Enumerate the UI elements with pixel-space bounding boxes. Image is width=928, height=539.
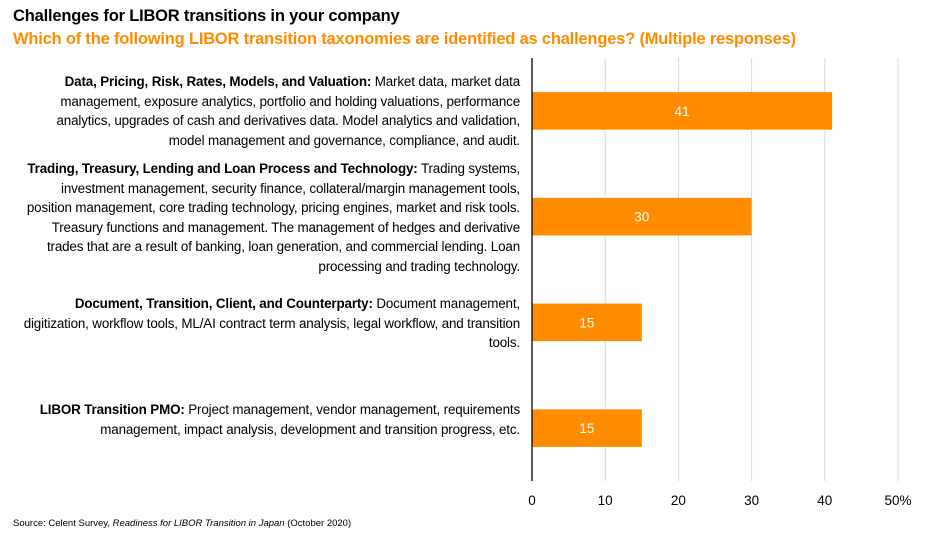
source-title: Readiness for LIBOR Transition in Japan — [112, 518, 285, 529]
category-label: Trading, Treasury, Lending and Loan Proc… — [20, 159, 520, 276]
chart-subtitle: Which of the following LIBOR transition … — [13, 30, 796, 48]
x-tick-label: 20 — [671, 493, 686, 508]
bar-data-label: 41 — [675, 104, 690, 119]
category-label-bold: Document, Transition, Client, and Counte… — [74, 296, 373, 311]
category-label-text: Document management, digitization, workf… — [23, 296, 520, 350]
bar-data-label: 15 — [579, 421, 594, 436]
source-suffix: (October 2020) — [284, 518, 352, 529]
bar — [532, 197, 752, 236]
x-tick-label: 30 — [744, 493, 759, 508]
category-label: Data, Pricing, Risk, Rates, Models, and … — [20, 72, 521, 150]
bar — [532, 303, 642, 342]
bar — [532, 409, 642, 447]
category-label-text: Market data, market data management, exp… — [56, 74, 521, 148]
source-note: Source: Celent Survey, Readiness for LIB… — [13, 518, 351, 529]
x-tick-label: 50% — [884, 493, 911, 508]
category-label: LIBOR Transition PMO: Project management… — [20, 400, 520, 439]
bar-data-label: 30 — [634, 210, 649, 225]
category-label-bold: Trading, Treasury, Lending and Loan Proc… — [27, 161, 418, 176]
category-label-text: Project management, vendor management, r… — [100, 402, 520, 437]
bar-data-label: 15 — [579, 315, 594, 330]
category-label-text: Trading systems, investment management, … — [26, 161, 520, 274]
chart-title: Challenges for LIBOR transitions in your… — [13, 7, 400, 25]
category-label-bold: Data, Pricing, Risk, Rates, Models, and … — [64, 74, 372, 89]
category-label: Document, Transition, Client, and Counte… — [20, 294, 520, 353]
bar — [532, 92, 833, 130]
x-tick-label: 40 — [817, 493, 832, 508]
category-label-bold: LIBOR Transition PMO: — [39, 402, 185, 417]
x-tick-label: 0 — [528, 493, 536, 508]
source-prefix: Source: Celent Survey, — [13, 518, 113, 529]
x-tick-label: 10 — [598, 493, 613, 508]
